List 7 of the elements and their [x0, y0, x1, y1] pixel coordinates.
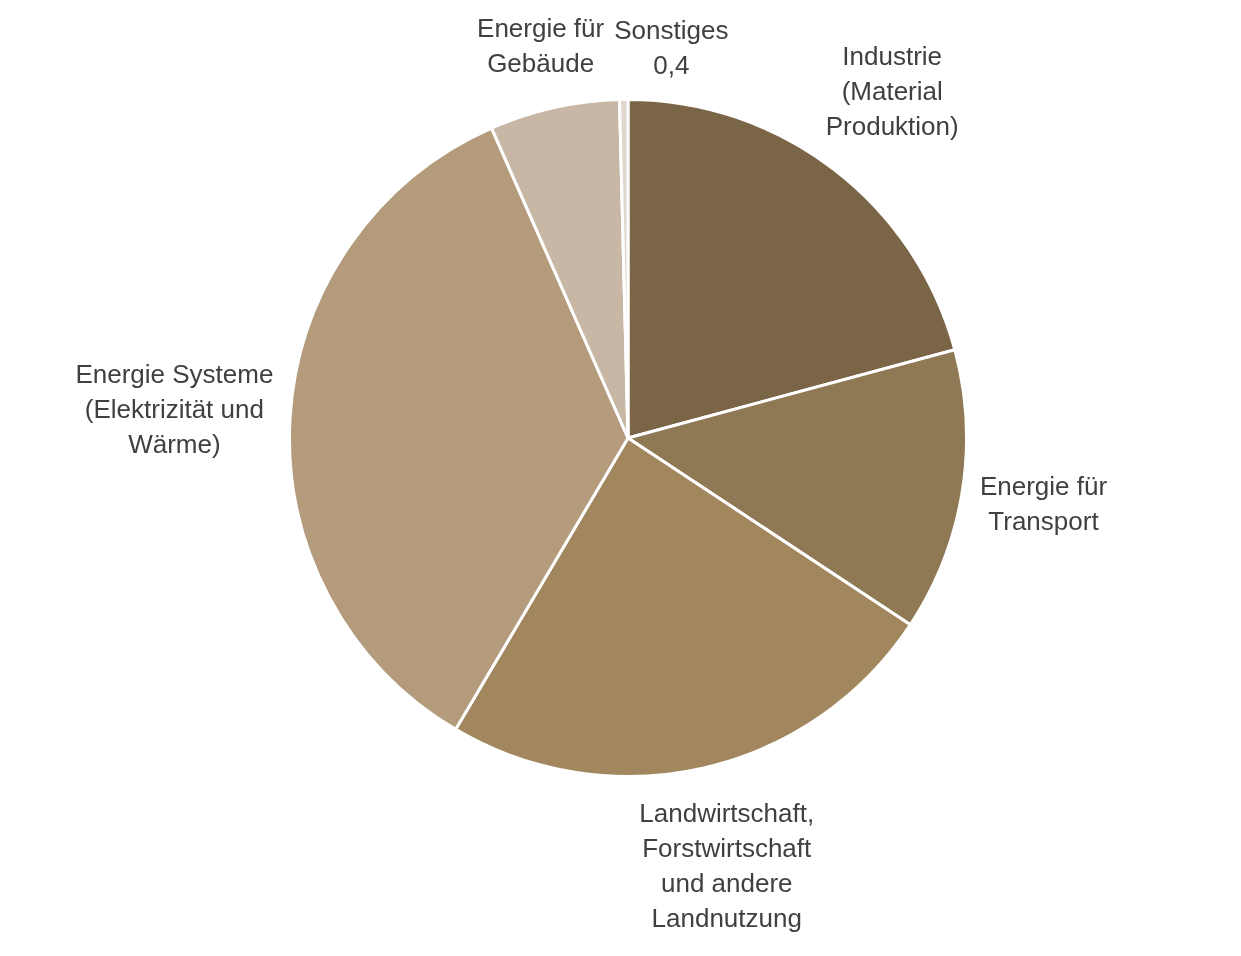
data-label: 0,4: [653, 50, 690, 81]
slice-label: Energie für Transport: [979, 470, 1108, 536]
slice-label: Energie für Gebäude: [477, 12, 605, 78]
slice-label: Industrie (Material Produktion): [825, 41, 959, 142]
slice-label: Sonstiges: [614, 15, 729, 46]
slice-label: Landwirtschaft, Forstwirtschaft und andere Landnutzung: [639, 797, 815, 933]
slice-label: Energie Systeme (Elektrizität und Wärme): [75, 359, 274, 460]
